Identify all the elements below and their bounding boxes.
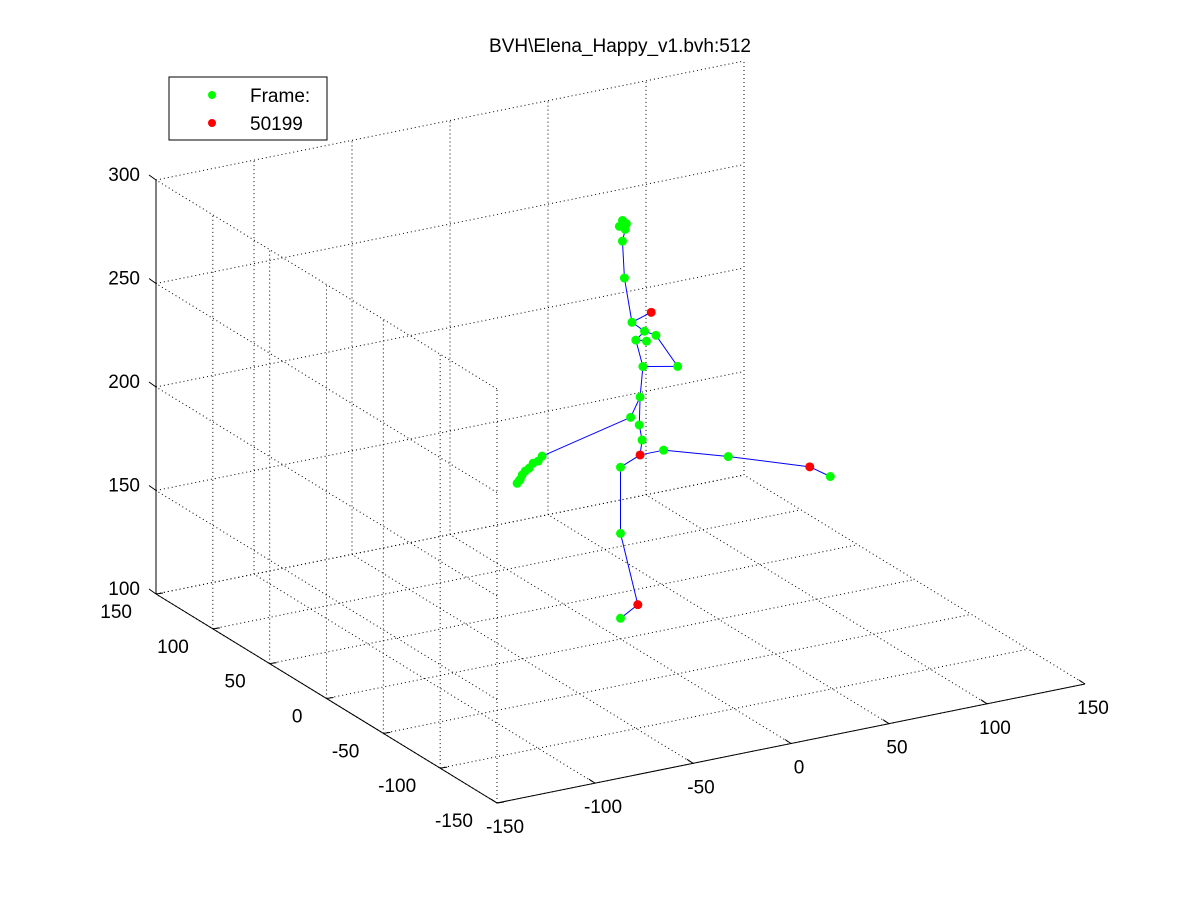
joint-point — [640, 327, 649, 336]
y-tick-label: -50 — [332, 741, 359, 762]
joint-point — [513, 479, 522, 488]
legend-label-frame: Frame: — [250, 86, 310, 107]
y-tick-label: 150 — [100, 602, 132, 623]
x-tick-label: -100 — [584, 797, 622, 818]
joint-point — [616, 614, 625, 623]
joint-point — [627, 318, 636, 327]
legend-label-frame-number: 50199 — [250, 114, 303, 135]
joint-point — [638, 436, 647, 445]
x-tick-label: 0 — [794, 758, 805, 779]
chart-title: BVH\Elena_Happy_v1.bvh:512 — [489, 36, 751, 57]
joint-point — [626, 413, 635, 422]
y-tick-label: -150 — [435, 811, 473, 832]
joint-point — [616, 529, 625, 538]
joint-point-highlight — [636, 450, 645, 459]
z-tick-label: 250 — [108, 269, 140, 290]
legend-marker-frame — [208, 91, 216, 99]
y-tick-label: 0 — [292, 707, 303, 728]
joint-point — [620, 274, 629, 283]
z-tick-label: 200 — [108, 372, 140, 393]
joint-point — [631, 336, 640, 345]
joint-point-highlight — [805, 462, 814, 471]
joint-point-highlight — [647, 308, 656, 317]
joint-point — [616, 463, 625, 472]
joint-point — [635, 420, 644, 429]
z-tick-label: 100 — [108, 579, 140, 600]
joint-point — [638, 362, 647, 371]
z-tick-label: 300 — [108, 165, 140, 186]
legend-marker-frame-number — [208, 119, 216, 127]
x-tick-label: -150 — [486, 817, 524, 838]
joint-point — [826, 472, 835, 481]
x-tick-label: 100 — [979, 718, 1011, 739]
z-tick-label: 150 — [108, 476, 140, 497]
x-tick-label: 150 — [1077, 698, 1109, 719]
joint-point — [673, 362, 682, 371]
joint-point-highlight — [633, 600, 642, 609]
joint-point — [659, 446, 668, 455]
joint-point — [651, 331, 660, 340]
legend: Frame: 50199 — [169, 77, 327, 140]
joint-point — [642, 337, 651, 346]
x-tick-label: -50 — [687, 777, 714, 798]
y-tick-label: -100 — [378, 776, 416, 797]
y-tick-label: 50 — [225, 672, 246, 693]
joint-point — [636, 392, 645, 401]
x-tick-label: 50 — [886, 738, 907, 759]
joint-point — [724, 452, 733, 461]
joint-point — [621, 225, 630, 234]
y-tick-label: 100 — [157, 637, 189, 658]
joint-point — [618, 237, 627, 246]
